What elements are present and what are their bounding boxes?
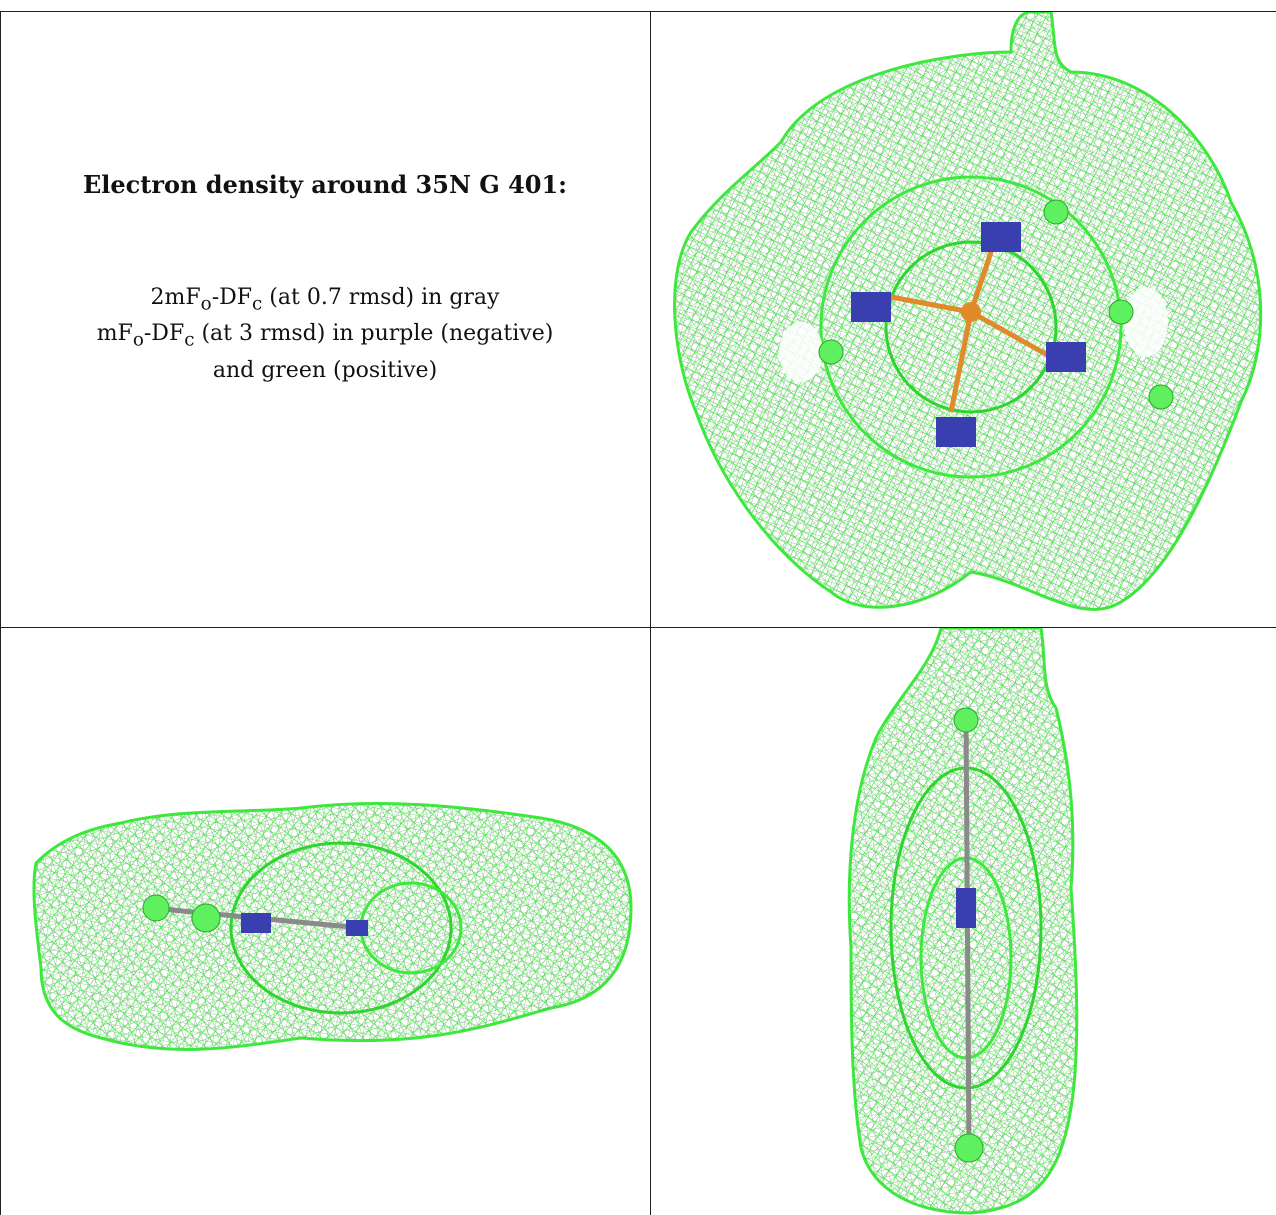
caption-title: Electron density around 35N G 401: xyxy=(82,170,568,199)
line2-mid: -DF xyxy=(143,321,185,347)
density-side-view xyxy=(1,628,650,1215)
density-top-view-image xyxy=(673,12,1263,611)
nitrogen-atom xyxy=(851,292,891,322)
grid-border-top xyxy=(0,11,1276,12)
metal-atom xyxy=(961,302,981,322)
caption-line-mfo: mFo-DFc (at 3 rmsd) in purple (negative) xyxy=(0,319,650,355)
density-end-view-image xyxy=(847,628,1079,1215)
end-molecule xyxy=(953,707,984,1163)
line1-mid: -DF xyxy=(211,285,253,310)
line1-pre: 2mF xyxy=(150,285,201,310)
density-side-view-image xyxy=(32,801,633,1052)
density-end-view xyxy=(651,628,1276,1215)
side-molecule xyxy=(142,894,368,936)
grid-divider-horizontal xyxy=(0,627,1276,628)
inner-ring xyxy=(819,175,1123,479)
line1-sub1: o xyxy=(200,293,212,315)
line1-post: (at 0.7 rmsd) in gray xyxy=(262,285,500,310)
line2-sub2: c xyxy=(184,329,195,351)
nitrogen-atom xyxy=(936,417,976,447)
line2-pre: mF xyxy=(96,321,133,347)
porphyrin-molecule xyxy=(818,199,1174,447)
caption-cell: Electron density around 35N G 401: 2mFo-… xyxy=(0,0,650,627)
nitrogen-atom xyxy=(1046,342,1086,372)
caption-line-2mfo: 2mFo-DFc (at 0.7 rmsd) in gray xyxy=(0,283,650,319)
density-top-view xyxy=(651,12,1276,627)
caption-line-green: and green (positive) xyxy=(212,357,438,383)
nitrogen-atom xyxy=(981,222,1021,252)
line2-sub1: o xyxy=(132,329,144,351)
grid-divider-vertical xyxy=(650,11,651,1215)
line1-sub2: c xyxy=(252,293,263,315)
core-ring xyxy=(884,240,1058,414)
caption-legend: 2mFo-DFc (at 0.7 rmsd) in gray mFo-DFc (… xyxy=(0,283,650,386)
grid-border-left xyxy=(0,11,1,1215)
line2-post: (at 3 rmsd) in purple (negative) xyxy=(194,321,554,347)
